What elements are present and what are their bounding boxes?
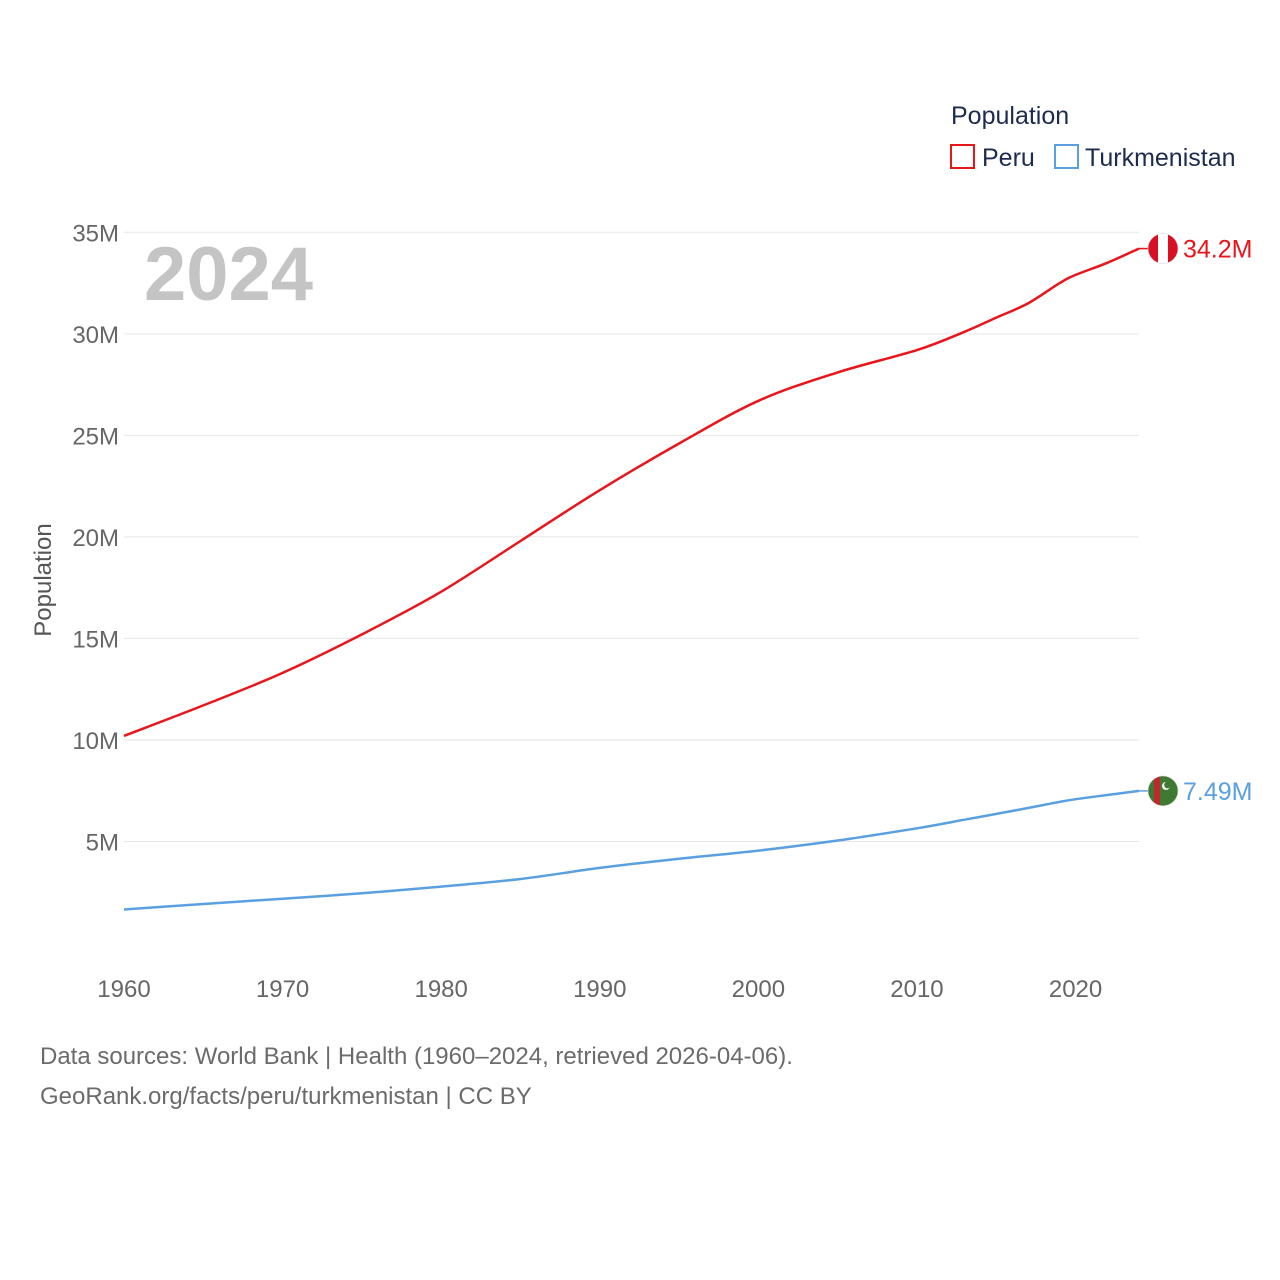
- series-lines: [123, 247, 1140, 911]
- year-overlay: 2024: [144, 232, 313, 317]
- y-tick-label: 10M: [72, 728, 119, 755]
- turkmenistan-flag-icon: [1147, 775, 1179, 807]
- legend-swatch-peru[interactable]: [950, 144, 975, 169]
- legend[interactable]: Population Peru Turkmenistan: [950, 102, 1236, 172]
- gridlines: [124, 231, 1139, 842]
- peru-flag-icon: [1147, 233, 1179, 264]
- series-line-peru[interactable]: [123, 247, 1140, 738]
- end-label-turkmenistan: 7.49M: [1183, 778, 1252, 806]
- x-tick-labels: 1960 1970 1980 1990 2000 2010 2020: [97, 976, 1102, 1003]
- series-line-turkmenistan[interactable]: [123, 789, 1140, 911]
- y-tick-labels: 5M 10M 15M 20M 25M 30M 35M: [72, 220, 119, 856]
- y-tick-label: 5M: [86, 829, 119, 856]
- x-tick-label: 1980: [414, 976, 467, 1003]
- footer-sources: Data sources: World Bank | Health (1960–…: [40, 1043, 793, 1070]
- x-tick-label: 2000: [732, 976, 785, 1003]
- legend-swatch-turkmenistan[interactable]: [1054, 144, 1079, 169]
- legend-label-peru[interactable]: Peru: [982, 144, 1035, 172]
- y-axis-label: Population: [30, 523, 57, 636]
- footer-attribution[interactable]: GeoRank.org/facts/peru/turkmenistan | CC…: [40, 1083, 532, 1110]
- legend-title: Population: [951, 102, 1069, 130]
- x-tick-label: 1990: [573, 976, 626, 1003]
- y-tick-label: 15M: [72, 626, 119, 653]
- series-end-markers: 34.2M 7.49M: [1139, 233, 1252, 807]
- x-tick-label: 2010: [890, 976, 943, 1003]
- population-chart: 5M 10M 15M 20M 25M 30M 35M 1960 1970 1980 1990 200…: [30, 102, 1252, 1003]
- legend-label-turkmenistan[interactable]: Turkmenistan: [1085, 144, 1236, 172]
- y-tick-label: 25M: [72, 423, 119, 450]
- y-tick-label: 20M: [72, 525, 119, 552]
- x-tick-label: 2020: [1049, 976, 1102, 1003]
- x-tick-label: 1960: [97, 976, 150, 1003]
- end-label-peru: 34.2M: [1183, 236, 1252, 264]
- y-tick-label: 30M: [72, 322, 119, 349]
- y-tick-label: 35M: [72, 220, 119, 247]
- x-tick-label: 1970: [256, 976, 309, 1003]
